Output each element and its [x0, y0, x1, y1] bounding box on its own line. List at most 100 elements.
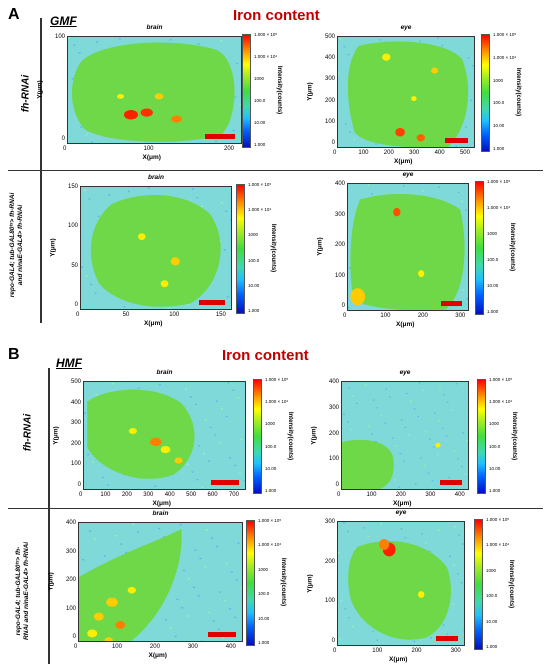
tissue-region — [87, 389, 195, 479]
noise-speckle — [96, 41, 99, 43]
x-axis-label: X(μm) — [389, 656, 408, 663]
y-tick-label: 50 — [71, 262, 78, 269]
noise-speckle — [237, 397, 240, 399]
tissue-region — [342, 439, 394, 489]
hotspot — [138, 233, 146, 241]
colorbar-tick-label: 1.000 × 10⁴ — [489, 399, 513, 405]
heatmap-image — [338, 37, 474, 147]
heatmap-frame — [337, 36, 475, 148]
noise-speckle — [207, 611, 210, 614]
noise-speckle — [371, 433, 373, 435]
noise-speckle — [222, 637, 225, 639]
x-tick-label: 0 — [343, 313, 347, 319]
noise-speckle — [445, 435, 448, 437]
medium-label-a: GMF — [50, 14, 77, 28]
tissue-region — [350, 194, 465, 310]
noise-speckle — [71, 78, 74, 80]
noise-speckle — [455, 383, 458, 385]
noise-speckle — [125, 551, 128, 554]
hotspot — [418, 270, 425, 278]
noise-speckle — [467, 57, 470, 59]
y-tick-label: 200 — [324, 97, 335, 104]
section-title-b: Iron content — [222, 347, 309, 364]
noise-speckle — [428, 550, 431, 553]
noise-speckle — [73, 44, 76, 46]
y-tick-label: 0 — [74, 302, 78, 308]
colorbar-tick-label: 1.000 × 10⁴ — [254, 54, 278, 59]
noise-speckle — [462, 432, 464, 434]
noise-speckle — [400, 419, 403, 421]
noise-speckle — [466, 297, 468, 300]
colorbar-tick-label: 1.000 × 10⁴ — [265, 399, 289, 405]
colorbar-tick-label: 1.000 × 10⁵ — [265, 377, 289, 382]
noise-speckle — [215, 545, 218, 548]
heatmap-image — [348, 184, 468, 310]
x-tick-label: 100 — [111, 644, 122, 650]
noise-speckle — [420, 457, 422, 459]
x-tick-label: 500 — [459, 150, 470, 156]
x-tick-label: 0 — [337, 492, 341, 498]
colorbar-tick-label: 1.000 × 10⁴ — [487, 205, 511, 210]
noise-speckle — [229, 457, 232, 459]
y-tick-label: 0 — [77, 482, 81, 488]
x-axis-label: X(μm) — [142, 154, 161, 161]
noise-speckle — [82, 559, 85, 561]
noise-speckle — [204, 566, 207, 568]
row-divider-b — [8, 508, 543, 509]
colorbar — [236, 184, 245, 314]
noise-speckle — [371, 192, 373, 195]
colorbar-tick-label: 100.0 — [487, 257, 499, 262]
noise-speckle — [340, 599, 343, 601]
noise-speckle — [352, 395, 354, 397]
y-tick-label: 300 — [324, 76, 335, 83]
noise-speckle — [219, 441, 222, 444]
noise-speckle — [85, 275, 88, 277]
noise-speckle — [343, 413, 345, 415]
colorbar-tick-label: 10.00 — [487, 283, 499, 288]
noise-speckle — [237, 542, 240, 544]
noise-speckle — [85, 134, 88, 136]
colorbar-tick-label: 100.0 — [493, 100, 505, 106]
y-tick-label: 100 — [328, 456, 339, 463]
noise-speckle — [197, 595, 200, 597]
noise-speckle — [216, 400, 218, 402]
noise-speckle — [418, 382, 421, 384]
noise-speckle — [463, 629, 464, 631]
hotspot — [431, 67, 439, 74]
x-tick-label: 100 — [358, 150, 369, 156]
colorbar-tick-label: 1.000 — [265, 488, 277, 493]
noise-speckle — [239, 103, 241, 106]
noise-speckle — [404, 537, 407, 539]
noise-speckle — [227, 382, 230, 384]
colorbar-tick-label: 100.0 — [489, 443, 501, 449]
noise-speckle — [404, 426, 407, 428]
y-tick-label: 300 — [324, 519, 335, 525]
noise-speckle — [226, 296, 229, 298]
hotspot — [378, 539, 390, 550]
tissue-region — [347, 41, 469, 147]
noise-speckle — [431, 480, 434, 482]
noise-speckle — [443, 393, 445, 396]
x-tick-label: 100 — [366, 492, 377, 498]
y-tick-label: 100 — [324, 118, 335, 125]
colorbar-tick-label: 1.000 × 10⁵ — [493, 32, 517, 37]
y-tick-label: 200 — [328, 430, 339, 437]
y-tick-label: 400 — [328, 379, 339, 385]
noise-speckle — [101, 476, 104, 479]
colorbar-tick-label: 10.00 — [254, 120, 266, 125]
noise-speckle — [429, 438, 431, 440]
colorbar-title: Intensity(counts) — [276, 65, 282, 115]
noise-speckle — [163, 536, 166, 538]
colorbar-tick-label: 1.000 × 10⁵ — [258, 518, 282, 523]
hotspot — [395, 127, 405, 137]
heatmap-image — [81, 187, 231, 309]
x-tick-label: 100 — [380, 313, 391, 319]
scale-bar — [211, 480, 239, 485]
y-tick-label: 0 — [335, 482, 339, 488]
noise-speckle — [437, 529, 440, 531]
y-tick-label: 500 — [70, 379, 81, 385]
noise-speckle — [220, 40, 223, 42]
noise-speckle — [234, 616, 237, 619]
colorbar-tick-label: 1.000 — [486, 644, 498, 649]
scale-bar — [440, 480, 462, 485]
